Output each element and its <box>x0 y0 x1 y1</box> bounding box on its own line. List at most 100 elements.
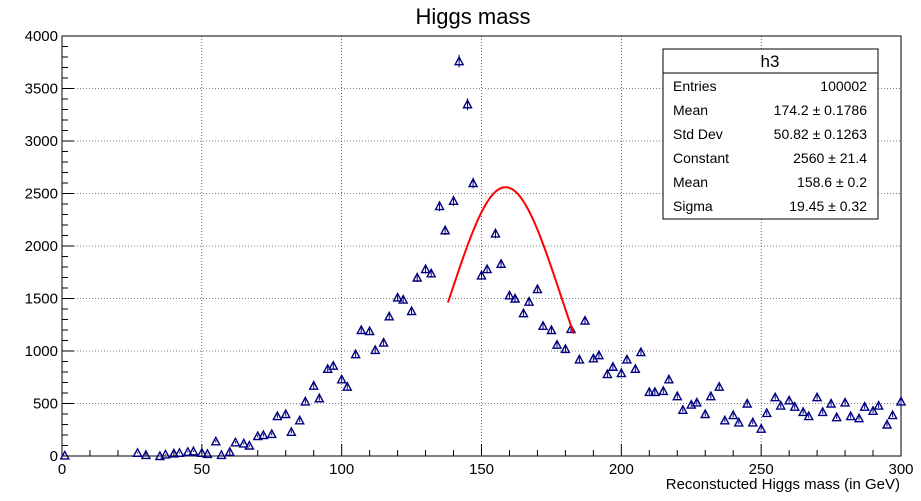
data-point <box>714 381 725 391</box>
data-point <box>789 401 800 411</box>
data-point <box>649 386 661 397</box>
data-point <box>294 414 305 425</box>
data-point <box>481 263 493 274</box>
x-tick-label: 300 <box>888 461 913 478</box>
stats-label: Mean <box>673 102 708 118</box>
data-point <box>579 315 591 325</box>
data-point <box>252 430 263 441</box>
data-point <box>831 411 842 422</box>
data-point <box>314 392 325 403</box>
stats-value: 19.45 ± 0.32 <box>789 198 867 214</box>
data-point <box>439 224 451 236</box>
data-point <box>476 269 487 280</box>
data-point <box>434 200 445 212</box>
data-point <box>811 391 823 402</box>
data-point <box>560 343 571 354</box>
stats-label: Mean <box>673 174 708 190</box>
data-point <box>266 428 277 439</box>
data-point <box>677 404 689 414</box>
data-point <box>328 360 339 370</box>
stats-value: 2560 ± 21.4 <box>793 150 867 166</box>
data-point <box>887 409 898 420</box>
y-tick-label: 4000 <box>25 28 58 45</box>
stats-value: 100002 <box>820 78 867 94</box>
x-tick-label: 200 <box>609 461 634 478</box>
data-point <box>196 447 207 458</box>
data-point <box>406 305 417 316</box>
data-point <box>761 407 772 418</box>
y-tick-label: 1000 <box>25 343 58 360</box>
data-point <box>420 263 431 274</box>
data-point <box>756 423 767 433</box>
data-point <box>412 272 423 282</box>
data-point <box>630 363 641 374</box>
data-point <box>280 408 291 419</box>
stats-box-title: h3 <box>761 52 780 71</box>
y-tick-labels: 0 500 1000 1500 2000 2500 3000 3500 4000 <box>25 28 58 465</box>
data-point <box>607 361 619 371</box>
data-point <box>518 307 529 318</box>
data-point <box>384 310 395 321</box>
data-point <box>392 291 403 302</box>
data-point <box>859 401 870 411</box>
data-point <box>168 447 180 458</box>
y-tick-label: 2000 <box>25 238 58 255</box>
data-point <box>817 406 828 417</box>
data-point <box>202 448 213 459</box>
y-tick-label: 3500 <box>25 81 58 98</box>
x-tick-label: 50 <box>193 461 210 478</box>
data-point <box>230 436 241 447</box>
data-point <box>378 337 389 347</box>
data-point <box>490 227 501 239</box>
x-tick-label: 100 <box>329 461 354 478</box>
data-point <box>523 296 535 306</box>
data-point <box>286 426 297 437</box>
stats-label: Entries <box>673 78 717 94</box>
y-tick-label: 500 <box>33 396 58 413</box>
data-point <box>398 294 409 304</box>
data-point <box>308 380 319 390</box>
data-point <box>839 396 851 407</box>
gaussian-fit-curve <box>446 186 575 334</box>
data-point <box>140 449 152 460</box>
data-point <box>182 446 194 456</box>
data-point <box>532 283 543 294</box>
stats-value: 158.6 ± 0.2 <box>797 174 867 190</box>
data-point <box>733 416 744 427</box>
data-point <box>775 400 786 410</box>
data-point <box>574 353 585 364</box>
data-point <box>244 440 255 450</box>
chart-title: Higgs mass <box>416 4 531 29</box>
data-point <box>238 437 249 448</box>
x-tick-label: 150 <box>469 461 494 478</box>
stats-label: Constant <box>673 150 729 166</box>
stats-value: 50.82 ± 0.1263 <box>774 126 868 142</box>
data-point <box>370 344 381 355</box>
data-point <box>453 54 465 68</box>
data-point <box>742 398 753 408</box>
data-point <box>448 195 459 207</box>
data-point <box>258 429 269 440</box>
data-point <box>644 386 655 397</box>
data-point <box>350 348 361 359</box>
stats-box: h3 Entries 100002 Mean 174.2 ± 0.1786 Std De… <box>662 48 879 220</box>
y-tick-label: 2500 <box>25 186 58 203</box>
data-point <box>272 410 283 421</box>
data-point <box>658 385 669 396</box>
data-point <box>719 414 730 425</box>
data-point <box>425 267 437 278</box>
y-tick-label: 0 <box>50 448 58 465</box>
data-point <box>300 395 311 406</box>
stats-box-frame <box>662 48 879 220</box>
data-point <box>504 289 515 300</box>
data-point <box>700 408 711 419</box>
data-point <box>467 177 479 189</box>
data-point <box>551 339 563 349</box>
stats-label: Std Dev <box>673 126 723 142</box>
data-point <box>593 349 605 360</box>
stats-rows: Entries 100002 Mean 174.2 ± 0.1786 Std Dev 50… <box>673 78 867 214</box>
data-point <box>224 446 235 456</box>
data-point <box>216 449 227 460</box>
stats-label: Sigma <box>673 198 713 214</box>
